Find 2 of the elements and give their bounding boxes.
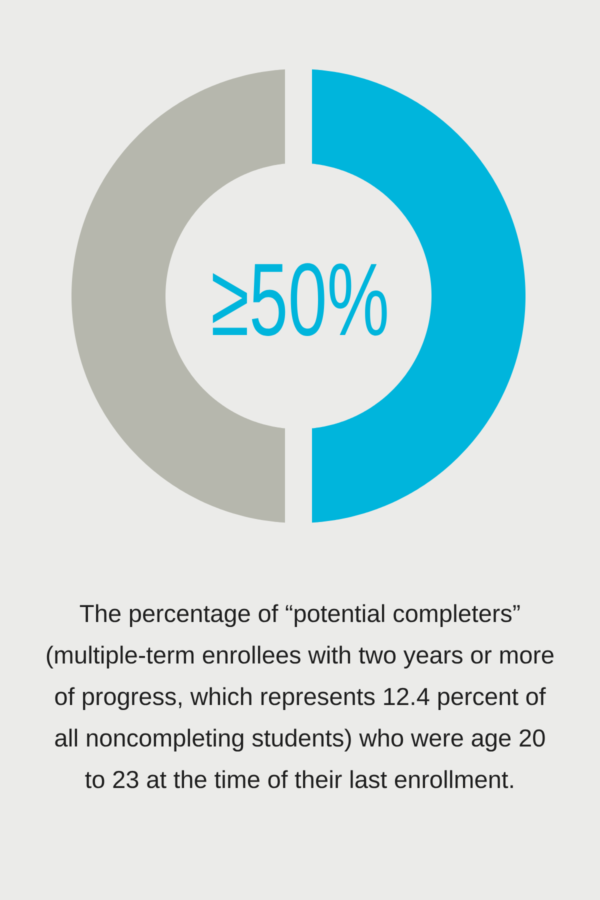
- text: ≥50%: [212, 263, 387, 336]
- text: The percentage of “potential completers” (multiple-term enrollees with two years or more of progress, which represents 12.4 percent of all noncompleting students) who were age 20 to 23 at the time of their last enrollment.: [46, 604, 554, 788]
